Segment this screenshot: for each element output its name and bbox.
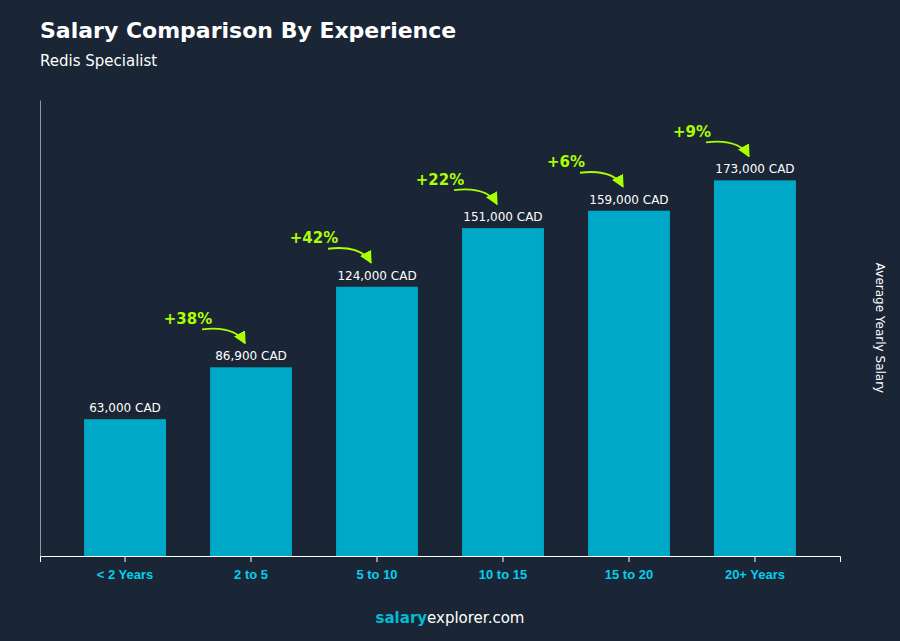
bar xyxy=(714,180,796,556)
x-tick-mark xyxy=(754,556,755,562)
plot-area: < 2 Years 2 to 5 5 to 10 10 to 15 15 to 20 20… xyxy=(41,101,841,583)
x-tick-label: 15 to 20 xyxy=(605,567,653,582)
y-axis xyxy=(40,101,41,557)
y-axis-line xyxy=(40,101,41,557)
watermark: salaryexplorer.com xyxy=(376,609,525,627)
bar xyxy=(336,287,418,556)
annotations: +38% +42% +22% +6% +9% xyxy=(164,123,749,343)
x-axis-line xyxy=(41,557,841,563)
y-axis-title: Average Yearly Salary xyxy=(873,263,887,393)
data-label: 159,000 CAD xyxy=(589,193,668,207)
x-tick-label: 2 to 5 xyxy=(234,567,268,582)
bar xyxy=(588,211,670,556)
bar xyxy=(462,228,544,556)
watermark-part: explorer.com xyxy=(427,609,524,627)
annotation-arrow xyxy=(328,248,371,263)
data-labels: 63,000 CAD 86,900 CAD 124,000 CAD 151,000 C… xyxy=(89,162,794,415)
bars xyxy=(84,180,796,556)
x-tick: 20+ Years xyxy=(725,556,785,582)
x-axis: < 2 Years 2 to 5 5 to 10 10 to 15 15 to 20 20… xyxy=(41,556,841,582)
data-label: 173,000 CAD xyxy=(715,162,794,176)
data-label: 86,900 CAD xyxy=(215,349,287,363)
x-tick-label: 20+ Years xyxy=(725,567,785,582)
x-tick-mark xyxy=(628,556,629,562)
annotation: +38% xyxy=(164,310,212,328)
annotation: +42% xyxy=(290,229,338,247)
x-tick: 2 to 5 xyxy=(234,556,268,582)
x-tick-mark xyxy=(377,556,378,562)
x-tick-mark xyxy=(502,556,503,562)
x-tick-label: 5 to 10 xyxy=(356,567,397,582)
data-label: 124,000 CAD xyxy=(337,269,416,283)
data-label: 63,000 CAD xyxy=(89,401,161,415)
x-tick-label: 10 to 15 xyxy=(479,567,527,582)
x-tick-label: < 2 Years xyxy=(97,567,154,582)
watermark-part: salary xyxy=(376,609,428,627)
bar xyxy=(84,419,166,556)
x-tick: 5 to 10 xyxy=(356,556,397,582)
annotation: +22% xyxy=(416,171,464,189)
annotation: +9% xyxy=(673,123,711,141)
title: Salary Comparison By Experience xyxy=(40,18,456,43)
x-tick: < 2 Years xyxy=(97,556,154,582)
annotation-arrow xyxy=(454,189,497,204)
x-tick-mark xyxy=(251,556,252,562)
annotation: +6% xyxy=(547,153,585,171)
annotation-arrow xyxy=(202,329,245,344)
bar xyxy=(210,367,292,556)
data-label: 151,000 CAD xyxy=(463,210,542,224)
x-tick: 15 to 20 xyxy=(605,556,653,582)
subtitle: Redis Specialist xyxy=(40,52,157,70)
background xyxy=(0,0,900,641)
x-tick-mark xyxy=(125,556,126,562)
chart-svg: Salary Comparison By Experience Redis Spe… xyxy=(0,0,900,641)
x-tick: 10 to 15 xyxy=(479,556,527,582)
annotation-arrow xyxy=(706,142,749,157)
annotation-arrow xyxy=(580,172,623,187)
